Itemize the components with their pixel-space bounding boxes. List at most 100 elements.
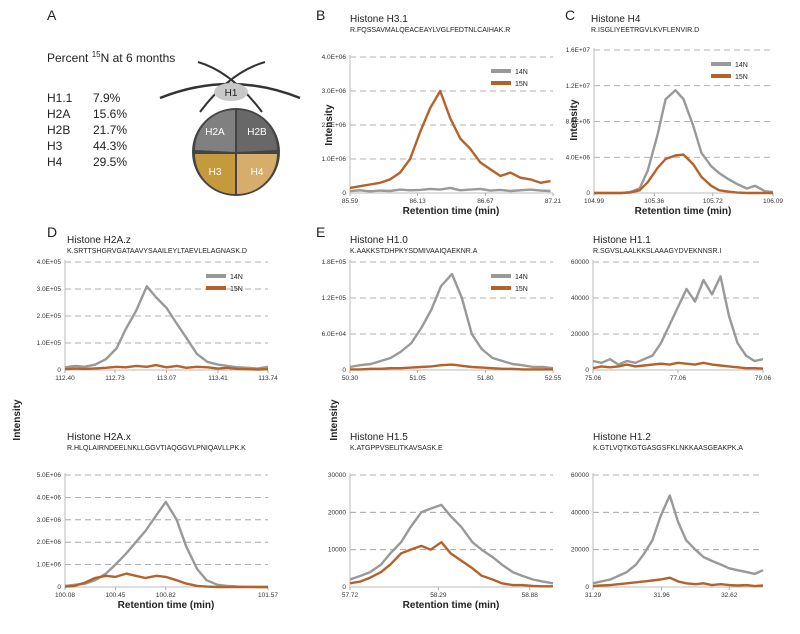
series-line [349,89,551,190]
series-line [594,89,774,195]
x-tick-label: 100.82 [156,592,176,599]
series-line [64,363,269,371]
y-tick-label: 0 [342,190,346,197]
y-tick-label: 0 [342,584,346,591]
x-tick-label: 50.30 [342,375,359,382]
diagram-label: H3 [209,167,222,178]
percent-value: 29.5% [93,155,127,169]
x-tick-label: 104.99 [584,198,604,205]
chart-title: Histone H2A.x [67,432,131,443]
diagram-label: H2B [247,127,267,138]
y-tick-label: 1.2E+07 [566,83,591,90]
chart-title: Histone H2A.z [67,235,131,246]
peptide-sequence: R.FQSSAVMALQEACEAYLVGLFEDTNLCAIHAK.R [350,27,510,34]
panel-label: D [47,224,57,240]
x-tick-label: 100.45 [105,592,125,599]
y-tick-label: 0 [585,367,589,374]
h2b-quadrant [237,110,277,152]
x-tick-label: 58.29 [430,592,447,599]
x-tick-label: 105.36 [644,198,664,205]
y-tick-label: 1.8E+05 [322,259,347,266]
x-tick-label: 112.73 [105,375,125,382]
h4-quadrant [237,154,277,194]
panel-label: C [565,7,575,23]
series-line [64,500,268,589]
peptide-sequence: K.ATGPPVSELITKAVSASK.E [350,445,443,452]
x-tick-label: 77.06 [670,375,687,382]
y-tick-label: 1.0E+06 [322,156,347,163]
x-tick-label: 113.74 [258,375,278,382]
x-tick-label: 75.06 [585,375,602,382]
chart-title: Histone H1.5 [350,432,408,443]
x-tick-label: 85.59 [342,198,359,205]
series-line [349,541,553,588]
series-line [592,275,764,366]
histone-name: H4 [47,155,63,169]
y-tick-label: 8.0E+06 [566,119,591,126]
x-tick-label: 32.62 [721,592,738,599]
y-tick-label: 1.6E+07 [566,47,591,54]
y-tick-label: 1.0E+05 [37,340,62,347]
x-tick-label: 112.40 [55,375,75,382]
percent-value: 44.3% [93,139,127,153]
y-tick-label: 4.0E+06 [37,494,62,501]
legend-label: 15N [515,286,528,293]
x-tick-label: 86.13 [410,198,427,205]
chart-title: Histone H3.1 [350,14,408,25]
y-tick-label: 20000 [571,331,589,338]
x-tick-label: 31.96 [653,592,670,599]
h1-ellipse [214,83,248,101]
y-axis-label: Intensity [324,104,335,146]
dna-strand [197,61,263,113]
legend-label: 15N [230,286,243,293]
series-line [349,186,551,193]
x-tick-label: 86.67 [477,198,494,205]
histone-name: H2B [47,123,70,137]
y-tick-label: 60000 [571,472,589,479]
peptide-sequence: K.SRTTSHGRVGATAAVYSAAILEYLTAEVLELAGNASK.… [67,248,247,255]
percent-table: H1.1 7.9% H2A 15.6% H2B 21.7% H3 44.3% H4 29.5% [47,91,127,169]
peptide-sequence: R.HLQLAIRNDEELNKLLGGVTIAQGGVLPNIQAVLLPK.… [67,445,246,452]
series-line [592,494,764,585]
x-axis-label: Retention time (min) [403,600,500,611]
x-tick-label: 105.72 [703,198,723,205]
series-line [594,153,773,195]
y-tick-label: 2.0E+06 [37,539,62,546]
legend-label: 14N [230,274,243,281]
series-line [349,272,554,370]
series-line [592,576,764,588]
y-tick-label: 10000 [328,547,346,554]
peptide-sequence: K.AAKKSTDHPKYSDMIVAAIQAEKNR.A [350,248,478,255]
peptide-sequence: R.SGVSLAALKKSLAAAGYDVEKNNSR.I [593,248,721,255]
histone-name: H2A [47,107,70,121]
y-tick-label: 4.0E+06 [322,54,347,61]
legend-label: 14N [515,274,528,281]
legend-label: 14N [735,62,748,69]
y-tick-label: 2.0E+05 [37,313,62,320]
series-line [350,363,553,371]
panel-label: A [47,7,57,23]
x-tick-label: 79.06 [755,375,772,382]
x-tick-label: 57.72 [342,592,359,599]
x-tick-label: 51.80 [477,375,494,382]
x-tick-label: 51.05 [410,375,427,382]
y-tick-label: 2.0E+06 [322,122,347,129]
panel-label: E [316,224,325,240]
histone-name: H3 [47,139,63,153]
y-tick-label: 0 [585,584,589,591]
series-line [64,572,268,589]
percent-value: 7.9% [93,91,121,105]
x-axis-label: Retention time (min) [635,206,732,217]
y-tick-label: 20000 [571,547,589,554]
y-tick-label: 4.0E+05 [37,259,62,266]
chart-title: Histone H1.0 [350,235,408,246]
series-line [64,285,269,370]
series-line [349,503,554,585]
x-tick-label: 87.21 [545,198,562,205]
diagram-label: H1 [225,88,238,99]
panel-a-title: Percent 15N at 6 months [47,50,175,65]
y-axis-label: Intensity [329,399,340,441]
chart-title: Histone H1.1 [593,235,651,246]
legend-label: 15N [735,74,748,81]
